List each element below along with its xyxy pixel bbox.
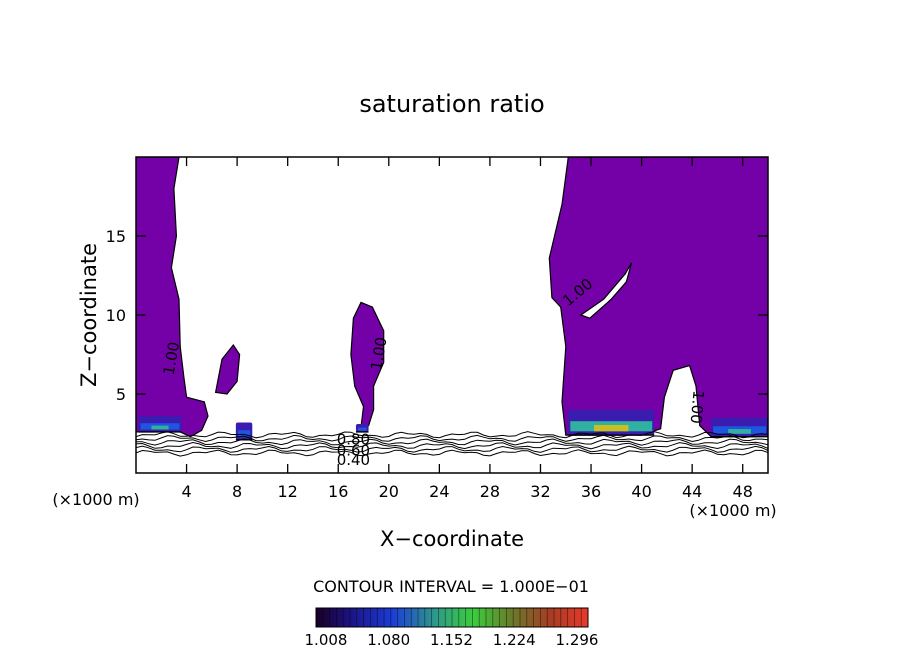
dry-contour-0 [136,449,768,457]
x-tick-label-48: 48 [733,482,753,501]
colorbar-label-0: 1.008 [305,631,348,649]
x-tick-label-36: 36 [581,482,601,501]
dry-contour-5 [136,431,768,439]
colorbar-label-3: 1.224 [493,631,536,649]
contour-label-5: 0.60 [337,442,370,460]
contour-interval-text: CONTOUR INTERVAL = 1.000E−01 [313,577,589,596]
colorbar-labels: 1.008 1.080 1.152 1.224 1.296 [305,631,599,649]
x-tick-label-44: 44 [682,482,702,501]
high-value-patch-layer [138,409,768,441]
dry-contour-2 [136,441,768,450]
colorbar-label-4: 1.296 [556,631,599,649]
patch-peak-2 [359,428,365,431]
x-tick-label-4: 4 [181,482,191,501]
patch-peak-3 [594,424,629,432]
supersat-region-4 [579,262,633,319]
contour-label-3: 1.00 [687,390,708,425]
dry-contour-4 [136,434,768,443]
y-axis-label: Z−coordinate [77,243,101,387]
dry-contour-1 [136,445,768,453]
colorbar-ticks [322,608,582,627]
x-tick-label-32: 32 [530,482,550,501]
contour-label-4: 0.80 [337,431,370,449]
patch-peak-1 [240,432,248,438]
y-tick-label-10: 10 [106,306,126,325]
chart-title: saturation ratio [359,90,544,118]
x-tick-label-20: 20 [379,482,399,501]
supersat-region-2 [350,301,385,428]
x-tick-label-8: 8 [232,482,242,501]
colorbar-label-1: 1.080 [367,631,410,649]
contour-label-0: 1.00 [160,340,184,376]
y-tick-label-15: 15 [106,227,126,246]
supersat-region-1 [214,343,241,395]
y-tick-label-5: 5 [116,385,126,404]
x-tick-label-28: 28 [480,482,500,501]
dry-contour-3 [136,438,768,446]
x-tick-label-24: 24 [429,482,449,501]
colorbar-label-2: 1.152 [430,631,473,649]
x-unit-right: (×1000 m) [689,501,776,520]
x-tick-label-16: 16 [328,482,348,501]
dry-layer-contours [136,431,768,457]
supersat-region-0 [136,157,209,438]
contour-label-6: 0.40 [337,451,370,469]
patch-peak-4 [728,429,751,434]
x-tick-label-40: 40 [631,482,651,501]
x-tick-label-12: 12 [278,482,298,501]
x-axis-label: X−coordinate [380,527,524,551]
saturation-fill-layer [136,157,768,438]
x-unit-left: (×1000 m) [52,490,139,509]
patch-peak-0 [151,425,169,430]
contour-label-1: 1.00 [367,336,391,372]
